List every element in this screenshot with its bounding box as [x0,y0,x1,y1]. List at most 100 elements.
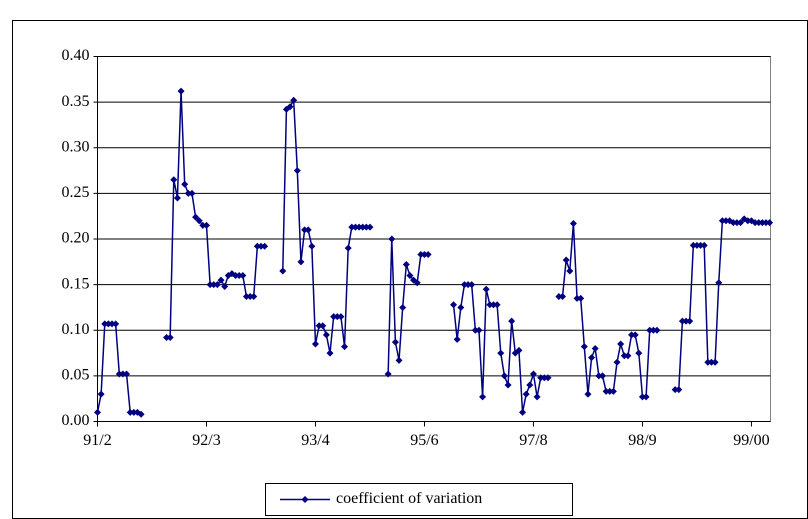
data-marker [486,301,494,309]
data-marker [537,374,545,382]
data-marker [638,393,646,401]
data-marker [210,281,218,289]
data-marker [682,317,690,325]
data-marker [497,349,505,357]
data-marker [311,340,319,348]
data-marker [388,235,396,243]
y-tick-label: 0.05 [62,367,90,384]
data-marker [504,381,512,389]
y-tick-label: 0.20 [62,230,90,247]
data-marker [450,301,458,309]
data-marker [631,331,639,339]
data-marker [500,372,508,380]
data-marker [235,272,243,279]
data-marker [529,370,537,378]
x-tick-label: 95/6 [410,432,438,449]
data-marker [544,374,552,382]
data-marker [104,320,112,328]
data-marker [595,372,603,380]
data-marker [286,103,294,111]
y-tick-label: 0.40 [62,47,90,64]
data-marker [290,96,298,104]
data-marker [242,292,250,300]
data-marker [279,267,287,275]
data-marker [620,352,628,360]
data-marker [395,356,403,364]
data-marker [351,223,359,231]
data-marker [602,387,610,395]
x-tick-label: 97/8 [519,432,547,449]
data-marker [624,352,632,360]
data-marker [686,317,694,325]
y-tick-label: 0.25 [62,184,90,201]
data-marker [493,301,501,309]
legend-label: coefficient of variation [336,490,482,507]
data-marker [355,223,363,231]
data-marker [239,272,247,279]
data-marker [384,370,392,378]
x-tick-label: 93/4 [301,432,329,449]
data-marker [94,408,101,416]
x-tick-label: 99/00 [733,432,769,449]
data-marker [697,241,705,249]
data-marker [366,223,374,231]
data-marker [202,221,210,229]
data-marker [402,261,410,269]
data-marker [115,370,123,378]
data-marker [170,176,178,184]
data-marker [718,217,726,225]
data-marker [413,279,421,287]
data-marker [420,251,428,259]
data-marker [181,180,189,188]
data-marker [471,326,479,334]
y-tick-label: 0.35 [62,93,90,110]
legend-marker [301,496,309,503]
data-marker [232,272,240,279]
data-marker [580,343,588,351]
x-tick-label: 98/9 [628,432,656,449]
x-tick-label: 92/3 [192,432,220,449]
data-marker [584,390,592,398]
data-marker [758,219,766,227]
data-marker [337,313,345,321]
data-marker [166,334,174,342]
data-marker [257,242,265,250]
data-marker [97,390,105,398]
data-marker [468,281,476,289]
data-marker [533,393,541,401]
data-marker [598,372,606,380]
data-marker [508,317,516,325]
data-marker [333,313,341,321]
x-tick-label: 91/2 [83,432,111,449]
data-marker [108,320,116,328]
data-marker [617,340,625,348]
data-marker [744,217,752,225]
data-marker [246,292,254,300]
data-marker [762,219,770,227]
data-marker [559,292,567,300]
data-marker [675,386,683,394]
data-marker [588,354,596,362]
data-marker [628,331,636,339]
data-marker [101,320,109,328]
data-marker [606,387,614,395]
data-marker [573,294,581,302]
data-marker [213,281,221,289]
data-marker [722,217,730,225]
data-marker [195,217,203,225]
data-marker [704,358,712,366]
data-marker [362,223,370,231]
data-marker [188,189,196,197]
data-marker [123,370,131,378]
data-marker [482,285,490,293]
data-marker [479,393,487,401]
data-marker [406,272,414,279]
data-marker [577,294,585,302]
data-marker [642,393,650,401]
data-marker [635,349,643,357]
y-tick-label: 0.00 [62,412,90,429]
data-marker [689,241,697,249]
data-marker [192,213,200,221]
data-marker [751,219,759,227]
